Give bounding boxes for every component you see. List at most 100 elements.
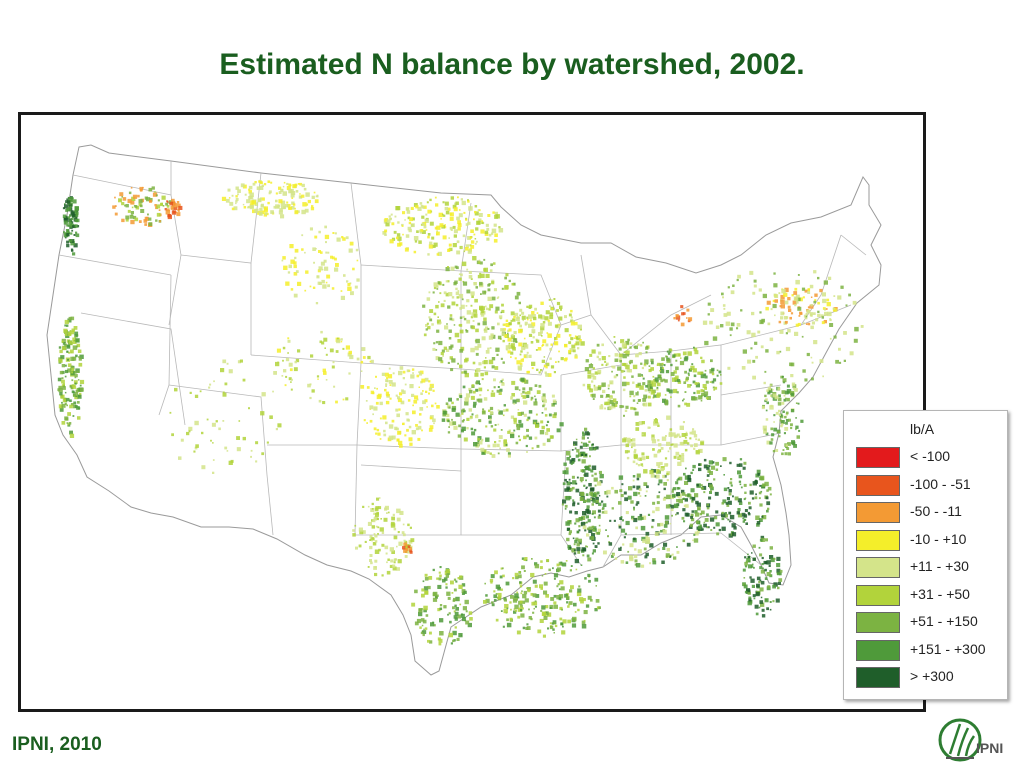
watershed-cell xyxy=(429,241,433,245)
watershed-cell xyxy=(477,322,481,326)
watershed-cell xyxy=(598,495,601,497)
watershed-cell xyxy=(466,319,471,324)
watershed-cell xyxy=(637,549,642,554)
watershed-cell xyxy=(689,523,693,527)
watershed-cell xyxy=(439,223,444,228)
watershed-cell xyxy=(478,218,482,222)
watershed-cell xyxy=(68,422,72,425)
watershed-cell xyxy=(467,200,470,203)
watershed-cell xyxy=(527,391,531,395)
watershed-cell xyxy=(363,419,366,422)
watershed-cell xyxy=(499,381,501,384)
watershed-cell xyxy=(541,575,544,577)
watershed-cell xyxy=(457,598,460,601)
watershed-cell xyxy=(396,517,401,522)
watershed-cell xyxy=(519,362,523,365)
watershed-cell xyxy=(577,608,580,612)
watershed-cell xyxy=(438,340,443,346)
watershed-cell xyxy=(620,560,625,564)
watershed-cell xyxy=(392,372,395,375)
watershed-cell xyxy=(530,399,533,401)
watershed-cell xyxy=(441,418,446,422)
watershed-cell xyxy=(432,597,438,602)
watershed-cell xyxy=(507,337,512,342)
watershed-cell xyxy=(61,401,63,404)
watershed-cell xyxy=(391,419,395,423)
watershed-cell xyxy=(641,432,646,437)
watershed-cell xyxy=(528,354,532,358)
watershed-cell xyxy=(739,483,742,486)
watershed-cell xyxy=(465,329,468,331)
watershed-cell xyxy=(732,495,734,498)
watershed-cell xyxy=(513,402,516,405)
watershed-cell xyxy=(656,495,660,499)
watershed-cell xyxy=(607,384,610,387)
watershed-cell xyxy=(581,515,586,520)
watershed-cell xyxy=(704,375,708,379)
watershed-cell xyxy=(685,467,687,470)
watershed-cell xyxy=(530,572,535,578)
watershed-cell xyxy=(309,285,312,288)
watershed-cell xyxy=(286,182,289,186)
watershed-cell xyxy=(755,479,757,482)
watershed-cell xyxy=(649,380,654,385)
watershed-cell xyxy=(691,496,696,501)
watershed-cell xyxy=(404,540,408,544)
watershed-cell xyxy=(528,410,533,414)
watershed-cell xyxy=(511,393,515,397)
watershed-cell xyxy=(696,529,701,533)
watershed-cell xyxy=(675,375,679,380)
watershed-cell xyxy=(553,622,556,625)
watershed-cell xyxy=(455,303,459,307)
watershed-cell xyxy=(422,630,427,634)
watershed-cell xyxy=(718,528,721,532)
watershed-cell xyxy=(78,356,81,358)
watershed-cell xyxy=(581,436,585,440)
watershed-cell xyxy=(428,392,430,395)
watershed-cell xyxy=(443,226,447,229)
watershed-cell xyxy=(769,337,774,342)
watershed-cell xyxy=(71,328,75,332)
watershed-cell xyxy=(325,353,328,356)
watershed-cell xyxy=(642,433,644,436)
watershed-cell xyxy=(574,558,579,564)
watershed-cell xyxy=(72,384,75,388)
watershed-cell xyxy=(736,323,741,327)
watershed-cell xyxy=(522,391,525,394)
watershed-cell xyxy=(407,545,411,548)
watershed-cell xyxy=(389,564,393,568)
watershed-cell xyxy=(773,427,778,432)
watershed-cell xyxy=(687,351,692,356)
watershed-cell xyxy=(766,501,771,506)
watershed-cell xyxy=(66,422,69,424)
watershed-cell xyxy=(482,449,487,454)
watershed-cell xyxy=(618,547,622,551)
watershed-cell xyxy=(63,232,69,238)
watershed-cell xyxy=(288,362,293,367)
watershed-cell xyxy=(439,321,442,324)
watershed-cell xyxy=(390,521,395,526)
watershed-cell xyxy=(695,438,697,441)
watershed-cell xyxy=(685,494,688,497)
watershed-cell xyxy=(817,313,821,318)
watershed-cell xyxy=(369,405,374,410)
watershed-cell xyxy=(540,301,544,305)
watershed-cell xyxy=(287,337,290,340)
legend-item: +31 - +50 xyxy=(856,584,1006,607)
watershed-cell xyxy=(488,415,492,420)
watershed-cell xyxy=(543,364,547,368)
watershed-cell xyxy=(461,426,466,431)
watershed-cell xyxy=(744,590,748,594)
watershed-cell xyxy=(336,237,341,242)
watershed-cell xyxy=(517,574,522,579)
watershed-cell xyxy=(510,343,515,348)
watershed-cell xyxy=(69,214,72,217)
watershed-cell xyxy=(666,548,670,552)
watershed-cell xyxy=(433,624,436,627)
watershed-cell xyxy=(436,288,439,290)
watershed-cell xyxy=(288,183,292,187)
watershed-cell xyxy=(447,613,449,616)
watershed-cell xyxy=(493,590,496,593)
watershed-cell xyxy=(281,375,284,377)
watershed-cell xyxy=(662,497,666,501)
